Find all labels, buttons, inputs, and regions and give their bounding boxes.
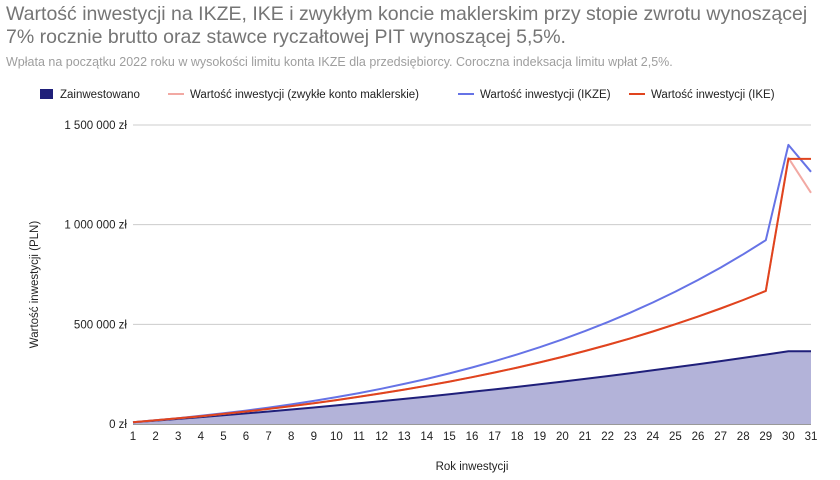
y-axis-title: Wartość inwestycji (PLN): [29, 221, 41, 349]
x-tick-label: 22: [601, 431, 614, 443]
y-tick-label: 1 000 000 zł: [64, 220, 127, 232]
x-tick-label: 13: [398, 431, 411, 443]
x-tick-label: 27: [714, 431, 727, 443]
x-tick-label: 28: [737, 431, 750, 443]
x-tick-label: 24: [646, 431, 659, 443]
x-tick-label: 14: [420, 431, 433, 443]
chart-subtitle: Wpłata na początku 2022 roku w wysokości…: [6, 55, 673, 69]
x-tick-label: 20: [556, 431, 569, 443]
x-tick-label: 10: [330, 431, 343, 443]
x-tick-label: 21: [579, 431, 592, 443]
legend-label: Zainwestowano: [60, 89, 140, 101]
x-tick-label: 19: [533, 431, 546, 443]
x-tick-label: 25: [669, 431, 682, 443]
y-tick-label: 1 500 000 zł: [64, 120, 127, 132]
x-tick-label: 31: [805, 431, 818, 443]
legend-label: Wartość inwestycji (IKZE): [480, 89, 611, 101]
x-tick-label: 7: [265, 431, 271, 443]
series-area-0: [133, 351, 811, 424]
x-tick-label: 3: [175, 431, 181, 443]
x-tick-label: 11: [353, 431, 365, 443]
y-tick-label: 0 zł: [109, 419, 127, 431]
chart-title: Wartość inwestycji na IKZE, IKE i zwykły…: [6, 3, 808, 48]
x-tick-label: 5: [220, 431, 226, 443]
series-line-3: [132, 157, 811, 424]
series-line-0: [132, 350, 811, 424]
x-tick-label: 6: [243, 431, 249, 443]
x-tick-label: 18: [511, 431, 524, 443]
x-tick-label: 9: [311, 431, 317, 443]
x-axis-title: Rok inwestycji: [436, 461, 509, 473]
x-tick-label: 12: [375, 431, 388, 443]
x-tick-label: 23: [624, 431, 637, 443]
legend-label: Wartość inwestycji (zwykłe konto maklers…: [190, 89, 419, 101]
x-tick-label: 29: [759, 431, 772, 443]
x-tick-label: 1: [130, 431, 136, 443]
x-tick-label: 2: [152, 431, 158, 443]
legend-swatch: [40, 89, 53, 99]
x-tick-label: 26: [692, 431, 705, 443]
x-tick-label: 16: [466, 431, 479, 443]
x-tick-label: 8: [288, 431, 294, 443]
x-tick-label: 30: [782, 431, 795, 443]
x-tick-label: 15: [443, 431, 456, 443]
y-tick-label: 500 000 zł: [74, 319, 128, 331]
legend-label: Wartość inwestycji (IKE): [651, 89, 775, 101]
x-tick-label: 4: [198, 431, 205, 443]
x-tick-label: 17: [488, 431, 501, 443]
